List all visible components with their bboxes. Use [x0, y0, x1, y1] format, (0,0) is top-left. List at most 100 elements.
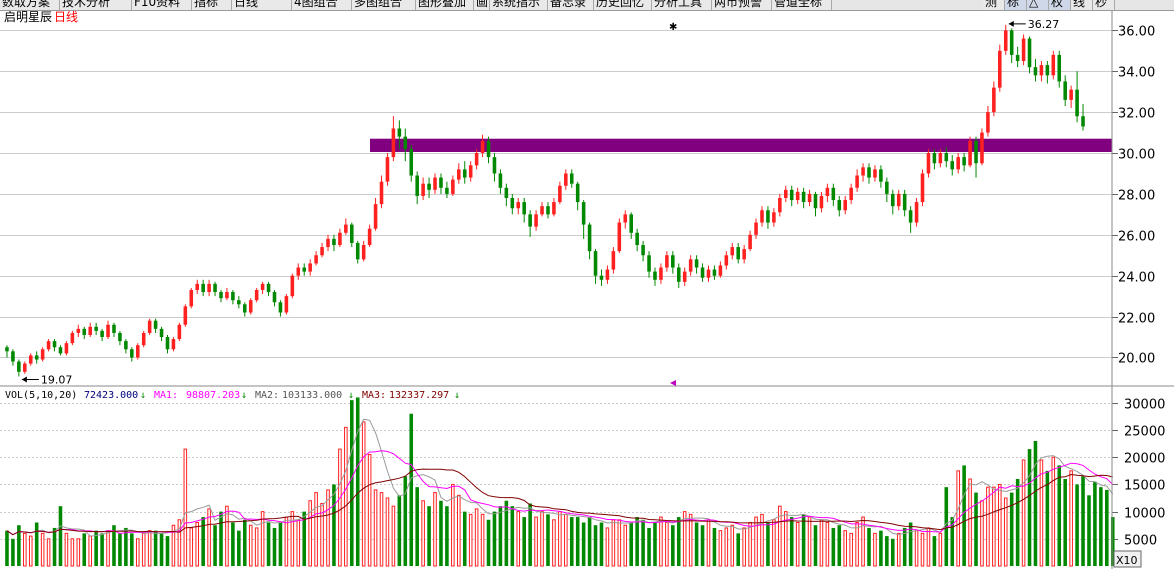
toolbar-item-11[interactable]: 历史回忆 [594, 0, 652, 10]
candle-body [676, 267, 681, 282]
volume-bar [106, 530, 110, 567]
volume-bar [5, 530, 9, 566]
candle [998, 44, 1002, 92]
candle [326, 234, 330, 252]
toolbar-item-6[interactable]: 多图组合 [352, 0, 416, 10]
candle-body [920, 173, 925, 203]
candle-body [974, 140, 978, 164]
candle [902, 189, 907, 217]
volume-bar [891, 538, 895, 566]
candle [552, 198, 556, 217]
candle-body [302, 267, 307, 272]
volume-bar [332, 484, 336, 566]
scale-button[interactable]: X10 [1116, 554, 1138, 567]
toolbar-item-0[interactable]: 数取方案 [0, 0, 60, 10]
candle-body [225, 292, 229, 299]
candle [195, 279, 199, 295]
volume-bar [861, 516, 865, 567]
candle [58, 345, 63, 356]
toolbar-right-item-2[interactable]: △ [1027, 0, 1049, 10]
candle-body [171, 339, 176, 350]
candle [498, 169, 503, 194]
candle-body [100, 330, 104, 338]
toolbar-item-7[interactable]: 图形叠加 [416, 0, 474, 10]
candle-body [587, 224, 592, 252]
toolbar-item-1[interactable]: 技术分析 [60, 0, 132, 10]
volume-bar [82, 533, 87, 566]
candle-body [34, 355, 39, 360]
candle [314, 251, 318, 266]
candle [379, 175, 384, 209]
candle-body [593, 251, 598, 276]
ma2-value: 103133.000 [282, 390, 342, 401]
volume-bar [902, 527, 907, 566]
toolbar-item-14[interactable]: 管道全标 [772, 0, 832, 10]
candle [932, 148, 937, 170]
volume-bar [219, 511, 223, 566]
candle-body [457, 169, 461, 180]
volume-bar [17, 525, 21, 566]
volume-bar [147, 530, 152, 567]
candle-body [914, 202, 919, 223]
volume-bar [195, 522, 199, 567]
volume-bar [242, 519, 247, 566]
toolbar-item-3[interactable]: 指标 [192, 0, 232, 10]
toolbar-right-item-1[interactable]: 标 [1005, 0, 1027, 10]
volume-bar [70, 538, 75, 567]
toolbar-item-9[interactable]: 系统指示 [490, 0, 548, 10]
candle [665, 251, 669, 272]
candle-body [5, 347, 9, 352]
toolbar-right-item-5[interactable]: 秒 [1093, 0, 1115, 10]
candle-body [70, 332, 75, 344]
volume-ma-lines [6, 418, 1114, 537]
toolbar-right-item-3[interactable]: 权 [1049, 0, 1071, 10]
candle [248, 298, 253, 315]
candle-body [522, 202, 526, 215]
candle-body [962, 157, 966, 166]
period-label: 日线 [54, 10, 78, 24]
volume-bar [100, 533, 104, 566]
scale-button-box[interactable] [1113, 550, 1142, 568]
candle [445, 181, 449, 198]
candle [1009, 28, 1014, 64]
volume-bar [248, 524, 253, 567]
volume-bar [962, 465, 966, 566]
ma1-value: 98807.203 [186, 390, 240, 401]
candle-body [94, 326, 98, 331]
toolbar-item-5[interactable]: 4图组合 [292, 0, 352, 10]
candle-body [248, 300, 253, 313]
candle [700, 263, 705, 282]
candle-body [1027, 38, 1032, 68]
toolbar-item-2[interactable]: F10资料 [132, 0, 192, 10]
toolbar-item-4[interactable]: 日线 [232, 0, 292, 10]
candle [480, 134, 485, 158]
volume-bar [1099, 487, 1103, 566]
volume-bar [237, 530, 241, 566]
candle [34, 351, 39, 364]
candle [350, 222, 354, 248]
toolbar-item-10[interactable]: 备忘录 [548, 0, 594, 10]
toolbar-item-13[interactable]: 两市预警 [712, 0, 772, 10]
volume-bar [629, 522, 633, 566]
toolbar-item-8[interactable]: 画 [474, 0, 490, 10]
candle-body [653, 271, 657, 280]
candle [1057, 50, 1062, 88]
candle-body [688, 259, 693, 272]
volume-bar [623, 524, 628, 567]
toolbar-right-item-0[interactable]: 测 [983, 0, 1005, 10]
candle [171, 337, 176, 352]
toolbar-item-12[interactable]: 分析工具 [652, 0, 712, 10]
candle [213, 281, 217, 297]
candle [980, 128, 984, 166]
candle-body [242, 304, 247, 313]
candle [653, 267, 657, 286]
toolbar-right-item-4[interactable]: 线 [1071, 0, 1093, 10]
candle [522, 198, 526, 223]
candle-body [742, 249, 746, 260]
candle-body [724, 255, 729, 266]
volume-bar [671, 525, 675, 566]
volume-bar [254, 527, 259, 567]
volume-bar [724, 527, 729, 567]
volume-bar [1069, 470, 1073, 567]
